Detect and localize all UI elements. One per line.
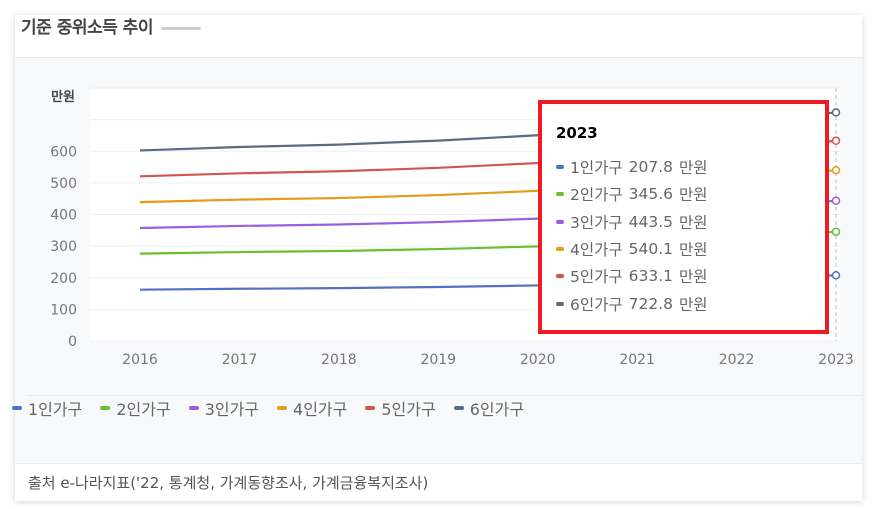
tooltip-unit: 만원 — [679, 295, 708, 314]
x-tick-label: 2023 — [818, 352, 854, 368]
tooltip-value: 443.5 — [628, 212, 674, 231]
legend-label: 3인가구 — [204, 400, 260, 419]
x-tick-label: 2019 — [420, 352, 456, 368]
data-point — [831, 136, 841, 146]
chart-title: 기준 중위소득 추이 — [21, 15, 201, 38]
tooltip-title: 2023 — [556, 124, 598, 142]
y-tick-label: 500 — [50, 176, 77, 192]
y-tick-label: 100 — [50, 302, 77, 318]
legend-divider — [27, 395, 862, 396]
y-tick-label: 600 — [50, 144, 77, 160]
y-axis-label: 만원 — [51, 89, 75, 105]
x-tick-label: 2016 — [122, 352, 158, 368]
legend-swatch — [277, 406, 288, 410]
tooltip-row: 6인가구 722.8 만원 — [556, 293, 708, 315]
data-point — [831, 227, 841, 236]
x-tick-label: 2021 — [619, 352, 655, 368]
legend-item[interactable]: 1인가구 — [12, 396, 82, 420]
legend-swatch — [365, 406, 376, 410]
y-tick-label: 300 — [50, 239, 77, 255]
tooltip-unit: 만원 — [679, 268, 708, 287]
tooltip-swatch — [556, 301, 564, 306]
tooltip-label: 3인가구 — [570, 213, 623, 232]
tooltip-swatch — [556, 192, 564, 197]
legend-item[interactable]: 2인가구 — [100, 396, 171, 420]
legend: 1인가구 2인가구 3인가구 4인가구 5인가구 6인가구 — [12, 396, 524, 420]
legend-label: 6인가구 — [469, 400, 525, 419]
tooltip-value: 207.8 — [628, 158, 674, 176]
data-point — [831, 108, 841, 117]
chart-tooltip: 2023 1인가구 207.8 만원 2인가구 345.6 만원 3인가구 443.5 만원 4인… — [538, 100, 829, 334]
legend-swatch — [100, 406, 111, 410]
legend-item[interactable]: 3인가구 — [188, 396, 260, 420]
x-tick-label: 2017 — [222, 352, 258, 368]
y-tick-label: 400 — [50, 208, 77, 224]
data-point — [831, 165, 841, 175]
legend-swatch — [12, 406, 22, 410]
x-tick-label: 2020 — [520, 352, 556, 368]
legend-label: 4인가구 — [293, 400, 348, 419]
y-tick-label: 0 — [68, 334, 77, 350]
legend-label: 2인가구 — [116, 400, 171, 419]
legend-item[interactable]: 5인가구 — [365, 396, 436, 420]
tooltip-label: 6인가구 — [570, 295, 623, 314]
legend-item[interactable]: 4인가구 — [277, 396, 347, 420]
tooltip-swatch — [556, 165, 564, 169]
x-tick-label: 2018 — [321, 352, 357, 368]
tooltip-swatch — [556, 219, 564, 224]
source-text: 출처 e-나라지표('22, 통계청, 가계동향조사, 가계금융복지조사) — [28, 474, 429, 492]
tooltip-value: 633.1 — [628, 267, 674, 286]
chart-title-text: 기준 중위소득 추이 — [21, 18, 153, 38]
legend-item[interactable]: 6인가구 — [453, 396, 525, 420]
tooltip-label: 2인가구 — [570, 186, 623, 205]
tooltip-label: 1인가구 — [570, 159, 623, 177]
data-point — [831, 196, 841, 205]
legend-label: 5인가구 — [381, 400, 436, 419]
tooltip-row: 1인가구 207.8 만원 — [556, 156, 708, 178]
tooltip-unit: 만원 — [679, 186, 708, 205]
x-tick-label: 2022 — [719, 352, 755, 368]
tooltip-value: 722.8 — [628, 294, 674, 313]
title-underline — [160, 26, 201, 30]
tooltip-label: 4인가구 — [570, 240, 623, 259]
tooltip-unit: 만원 — [679, 240, 708, 259]
legend-swatch — [188, 406, 199, 410]
tooltip-value: 345.6 — [628, 185, 674, 204]
tooltip-value: 540.1 — [628, 239, 674, 258]
legend-swatch — [453, 406, 464, 410]
tooltip-swatch — [556, 274, 564, 279]
data-point — [831, 271, 841, 280]
legend-label: 1인가구 — [28, 400, 83, 419]
tooltip-row: 2인가구 345.6 만원 — [556, 183, 708, 205]
y-tick-label: 200 — [50, 271, 77, 287]
tooltip-label: 5인가구 — [570, 268, 623, 287]
tooltip-row: 5인가구 633.1 만원 — [556, 265, 708, 287]
tooltip-swatch — [556, 246, 564, 251]
tooltip-row: 4인가구 540.1 만원 — [556, 238, 708, 260]
tooltip-row: 3인가구 443.5 만원 — [556, 211, 708, 233]
tooltip-unit: 만원 — [679, 159, 708, 177]
tooltip-unit: 만원 — [679, 213, 708, 232]
